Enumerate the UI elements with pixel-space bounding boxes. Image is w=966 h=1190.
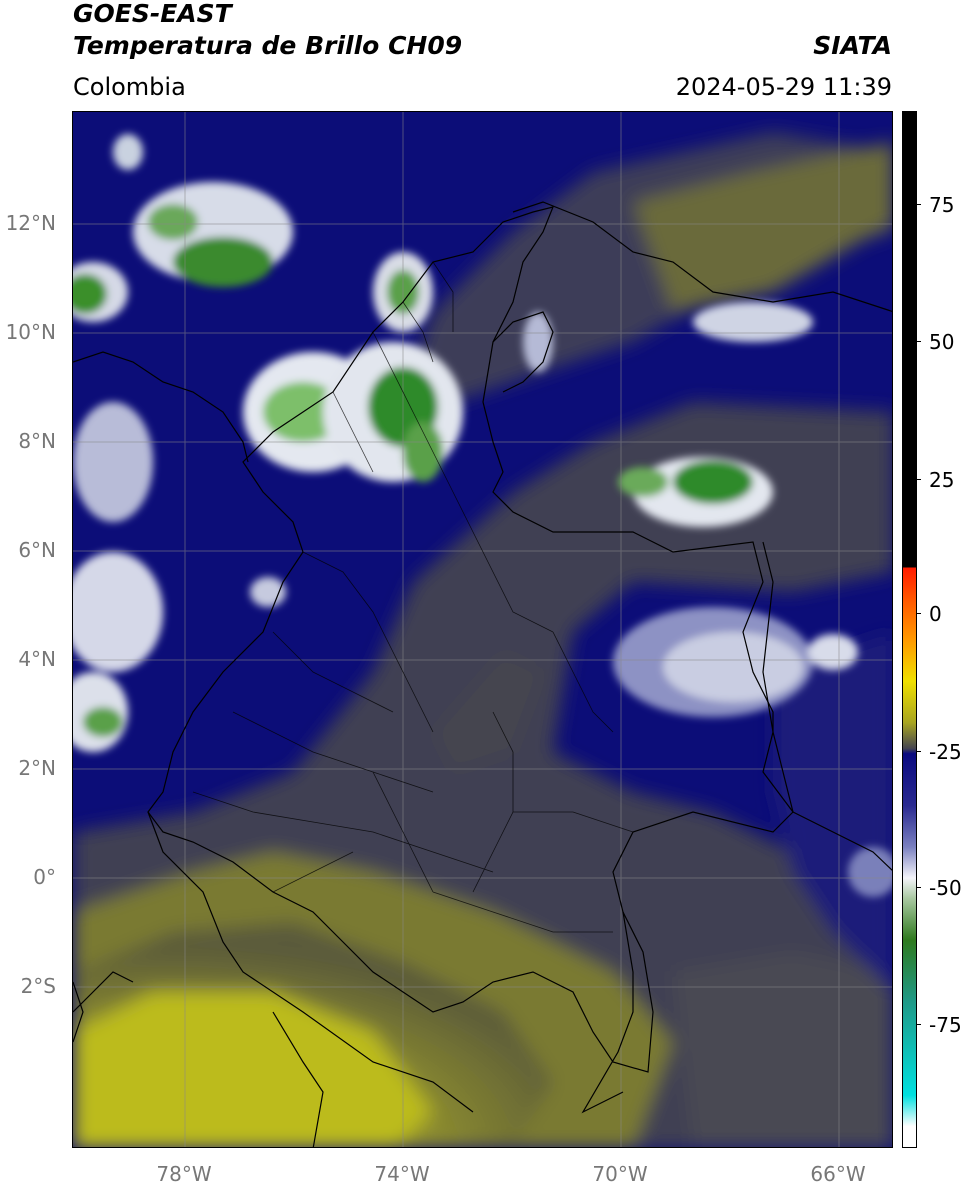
colorbar-label-minus25: -25 bbox=[929, 740, 962, 764]
colorbar-tick bbox=[916, 204, 921, 205]
colorbar-tick bbox=[916, 613, 921, 614]
colorbar-label-minus75: -75 bbox=[929, 1013, 962, 1037]
country-borders bbox=[73, 201, 892, 1147]
lat-label-6n: 6°N bbox=[18, 538, 56, 562]
lat-label-12n: 12°N bbox=[5, 211, 56, 235]
lat-label-2s: 2°S bbox=[20, 974, 56, 998]
colorbar-tick bbox=[916, 1024, 921, 1025]
lat-label-8n: 8°N bbox=[18, 429, 56, 453]
map-svg bbox=[73, 112, 892, 1147]
colorbar-label-minus50: -50 bbox=[929, 876, 962, 900]
lat-label-10n: 10°N bbox=[5, 320, 56, 344]
region-label: Colombia bbox=[73, 73, 186, 101]
lon-label-66w: 66°W bbox=[810, 1162, 866, 1186]
lon-label-78w: 78°W bbox=[156, 1162, 212, 1186]
colorbar bbox=[902, 111, 917, 1148]
lon-label-74w: 74°W bbox=[374, 1162, 430, 1186]
title-line1: GOES-EAST bbox=[73, 0, 232, 28]
timestamp-label: 2024-05-29 11:39 bbox=[675, 73, 892, 101]
lat-label-4n: 4°N bbox=[18, 647, 56, 671]
colorbar-tick bbox=[916, 887, 921, 888]
title-line2: Temperatura de Brillo CH09 bbox=[73, 31, 463, 60]
colorbar-tick bbox=[916, 751, 921, 752]
source-label: SIATA bbox=[813, 31, 892, 60]
colorbar-label-0: 0 bbox=[929, 602, 942, 626]
brightness-temperature-field bbox=[73, 132, 892, 1147]
department-borders bbox=[192, 261, 634, 933]
colorbar-label-75: 75 bbox=[929, 193, 955, 217]
colorbar-label-25: 25 bbox=[929, 468, 955, 492]
colorbar-tick bbox=[916, 341, 921, 342]
graticule bbox=[73, 112, 892, 1147]
lon-label-70w: 70°W bbox=[592, 1162, 648, 1186]
lat-label-2n: 2°N bbox=[18, 756, 56, 780]
colorbar-tick bbox=[916, 479, 921, 480]
lat-label-0: 0° bbox=[33, 865, 56, 889]
colorbar-label-50: 50 bbox=[929, 330, 955, 354]
brightness-temperature-map bbox=[72, 111, 893, 1148]
